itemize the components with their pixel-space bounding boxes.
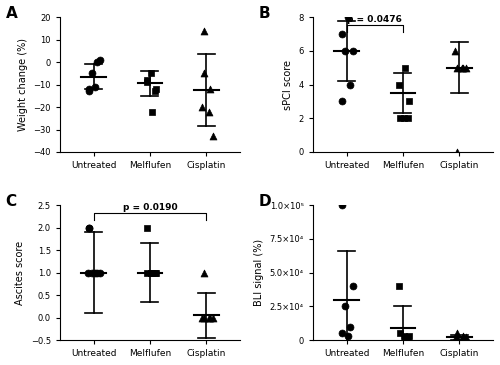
Point [460,333,468,339]
Point [147,70,155,76]
Point [91,270,99,276]
Point [91,84,99,90]
Point [454,149,462,155]
Point [396,115,404,121]
Point [92,59,100,65]
Point [96,270,104,276]
Y-axis label: BLI signal (%): BLI signal (%) [254,239,264,306]
Point [148,270,156,276]
Point [338,202,346,208]
Point [198,315,206,320]
Text: D: D [258,195,272,210]
Point [209,133,217,139]
Point [85,225,93,231]
Text: p = 0.0190: p = 0.0190 [122,203,177,212]
Point [142,270,150,276]
Point [204,109,212,115]
Point [198,104,206,110]
Point [400,115,408,121]
Point [404,115,412,121]
Point [146,270,154,276]
Text: p = 0.0476: p = 0.0476 [348,15,402,24]
Point [204,315,212,320]
Point [142,80,150,85]
Point [404,99,412,104]
Point [152,86,160,92]
Point [152,270,160,276]
Point [143,225,151,231]
Y-axis label: Weight change (%): Weight change (%) [18,38,28,131]
Point [346,82,354,88]
Point [344,333,352,339]
Point [453,330,461,336]
Point [85,86,93,92]
Point [396,330,404,336]
Point [404,333,412,339]
Point [200,70,208,76]
Point [85,225,93,231]
Point [200,270,208,276]
Point [341,48,349,54]
Point [348,283,356,289]
Point [462,65,470,71]
Point [348,48,356,54]
Point [451,48,459,54]
Point [460,65,468,71]
Point [453,65,461,71]
Point [458,336,466,342]
Point [148,109,156,115]
Point [404,334,412,340]
Point [344,14,352,20]
Point [92,270,100,276]
Text: A: A [6,6,18,22]
Point [151,270,159,276]
Point [200,315,208,320]
Point [341,303,349,309]
Point [200,28,208,34]
Point [338,330,346,336]
Text: C: C [6,195,17,210]
Point [396,283,404,289]
Point [338,99,346,104]
Point [88,270,96,276]
Point [402,336,409,342]
Point [396,82,404,88]
Point [84,270,92,276]
Point [454,337,462,342]
Point [346,324,354,330]
Point [206,86,214,92]
Point [458,65,466,71]
Point [451,336,459,342]
Point [88,70,96,76]
Text: B: B [258,6,270,22]
Y-axis label: Ascites score: Ascites score [15,241,25,305]
Point [338,31,346,37]
Point [151,88,159,94]
Point [147,270,155,276]
Point [96,57,104,63]
Point [85,88,93,94]
Point [462,334,470,340]
Y-axis label: sPCI score: sPCI score [283,59,293,110]
Point [206,315,214,320]
Point [402,65,409,71]
Point [400,333,408,339]
Point [209,315,217,320]
Point [143,77,151,83]
